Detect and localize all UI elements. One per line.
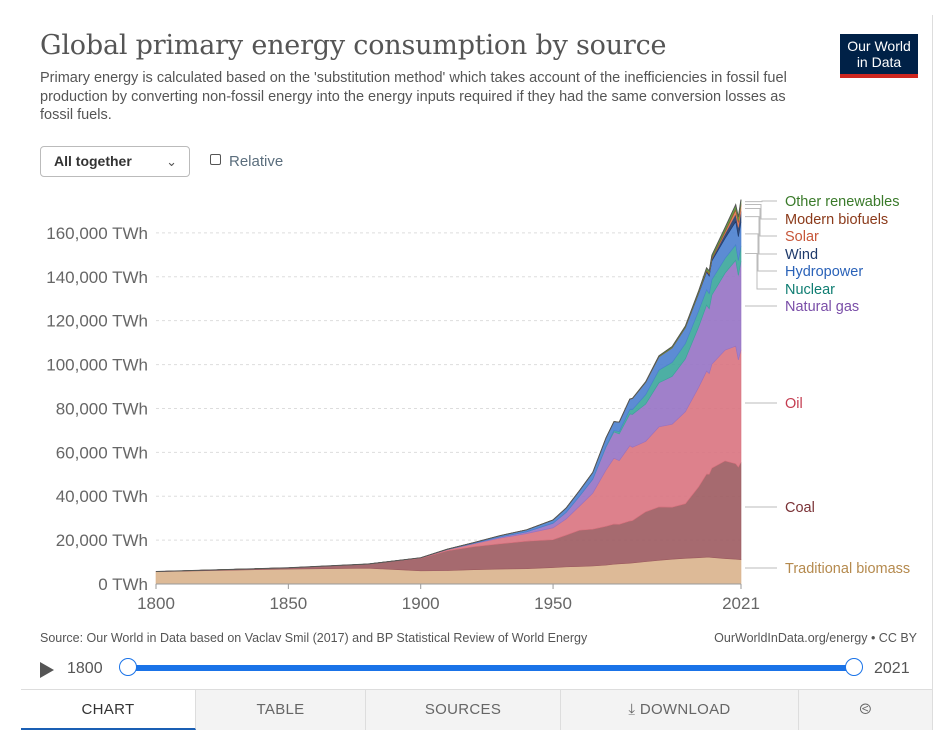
legend-label: Solar [785,229,819,245]
legend-label: Nuclear [785,282,835,298]
y-tick-label: 20,000 TWh [56,531,148,550]
y-tick-label: 80,000 TWh [56,399,148,418]
tab-download-label: DOWNLOAD [639,701,731,718]
stacked-area-chart: 0 TWh 20,000 TWh 40,000 TWh 60,000 TWh 80,00… [46,194,910,613]
timeline-end-label: 2021 [874,660,910,677]
license-link[interactable]: OurWorldInData.org/energy • CC BY [714,631,917,645]
x-tick-label: 1850 [269,594,307,613]
legend-label: Modern biofuels [785,212,888,228]
legend-label: Traditional biomass [785,561,910,577]
tab-table[interactable]: TABLE [196,690,366,730]
relative-label: Relative [229,153,284,170]
logo-line-1: Our World [847,38,911,54]
x-tick-label: 1800 [137,594,175,613]
legend-leader-line [745,253,777,290]
total-outline [155,199,742,572]
y-tick-label: 100,000 TWh [46,356,148,375]
legend-leader-line [745,233,777,272]
timeline-start-handle[interactable] [119,658,137,676]
legend-leader-line [745,207,777,237]
y-tick-label: 120,000 TWh [46,312,148,331]
legend-leader-line [745,200,777,203]
y-tick-label: 0 TWh [98,575,148,594]
relative-checkbox[interactable] [210,154,221,165]
chart-subtitle: Primary energy is calculated based on th… [40,70,787,123]
legend-label: Oil [785,396,803,412]
x-tick-label: 1950 [534,594,572,613]
legend-label: Wind [785,247,818,263]
chevron-down-icon: ⌄ [166,154,177,169]
tab-download[interactable]: ⤓ DOWNLOAD [561,690,799,730]
source-note: Source: Our World in Data based on Vacla… [40,631,588,645]
relative-toggle[interactable]: Relative [210,153,283,170]
legend-label: Coal [785,500,815,516]
owid-logo[interactable]: Our World in Data [840,34,918,78]
tab-chart[interactable]: CHART [21,690,196,730]
y-tick-label: 60,000 TWh [56,443,148,462]
legend-label: Natural gas [785,299,859,315]
tab-bar: CHART TABLE SOURCES ⤓ DOWNLOAD ⧀ [21,689,933,730]
stack-mode-value: All together [54,153,132,169]
x-tick-label: 1900 [402,594,440,613]
timeline-start-label: 1800 [67,660,103,677]
chart-frame [21,15,933,728]
timeline: 1800 2021 [40,658,920,682]
stack-mode-select[interactable]: All together ⌄ [40,146,190,177]
y-tick-label: 140,000 TWh [46,268,148,287]
timeline-end-handle[interactable] [845,658,863,676]
x-tick-label: 2021 [722,594,760,613]
legend-leader-line [745,216,777,255]
share-icon: ⧀ [859,701,872,718]
tab-sources[interactable]: SOURCES [366,690,561,730]
legend-label: Other renewables [785,194,899,210]
legend-label: Hydropower [785,264,863,280]
timeline-track[interactable] [128,665,855,671]
legend-leader-line [745,204,777,220]
y-tick-label: 40,000 TWh [56,487,148,506]
chart-title: Global primary energy consumption by sou… [40,30,667,61]
y-tick-label: 160,000 TWh [46,224,148,243]
play-icon[interactable] [40,662,54,678]
share-button[interactable]: ⧀ [799,690,933,730]
download-icon: ⤓ [628,701,636,718]
logo-line-2: in Data [856,54,902,70]
